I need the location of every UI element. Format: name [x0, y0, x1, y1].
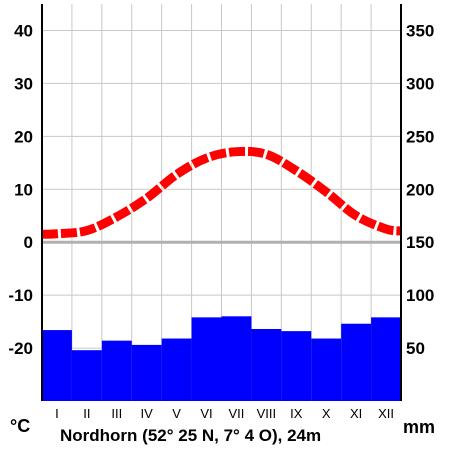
- precipitation-bar: [311, 338, 342, 401]
- precipitation-tick-label: 100: [406, 286, 434, 305]
- month-label: IV: [141, 406, 154, 421]
- month-label: IX: [290, 406, 303, 421]
- month-label: I: [55, 406, 59, 421]
- precipitation-bar: [191, 317, 222, 401]
- station-label: Nordhorn (52° 25 N, 7° 4 O), 24m: [60, 426, 321, 445]
- month-label: VI: [200, 406, 212, 421]
- precipitation-bar: [281, 331, 312, 401]
- month-label: XII: [378, 406, 394, 421]
- month-label: X: [322, 406, 331, 421]
- precipitation-bar: [341, 323, 372, 401]
- month-label: III: [111, 406, 122, 421]
- temperature-tick-label: -10: [8, 286, 33, 305]
- precipitation-bar: [101, 340, 132, 401]
- precipitation-bar: [71, 350, 102, 401]
- precipitation-tick-label: 250: [406, 127, 434, 146]
- precipitation-tick-label: 350: [406, 21, 434, 40]
- temperature-tick-labels: 40 30 20 10 0 -10 -20: [8, 21, 33, 358]
- temperature-tick-label: -20: [8, 339, 33, 358]
- temperature-tick-label: 40: [14, 21, 33, 40]
- precipitation-bar: [371, 317, 401, 401]
- month-label: VIII: [257, 406, 277, 421]
- temperature-line: [41, 146, 402, 239]
- month-tick-labels: I II III IV V VI VII VIII IX X XI XII: [55, 406, 394, 421]
- precipitation-tick-label: 50: [406, 339, 425, 358]
- precipitation-unit-label: mm: [403, 417, 435, 437]
- month-label: II: [83, 406, 90, 421]
- precipitation-bar: [42, 330, 72, 401]
- precipitation-bar: [251, 329, 282, 401]
- temperature-tick-label: 20: [14, 127, 33, 146]
- temperature-unit-label: °C: [10, 416, 30, 436]
- precipitation-bar: [131, 344, 162, 401]
- temperature-tick-label: 30: [14, 74, 33, 93]
- precipitation-tick-label: 200: [406, 180, 434, 199]
- precipitation-bar: [161, 338, 192, 401]
- month-label: V: [172, 406, 181, 421]
- precipitation-bars: [42, 316, 401, 401]
- temperature-tick-label: 10: [14, 180, 33, 199]
- precipitation-tick-label: 150: [406, 233, 434, 252]
- precipitation-bar: [221, 316, 252, 401]
- month-label: XI: [350, 406, 362, 421]
- precipitation-tick-labels: 350 300 250 200 150 100 50: [406, 21, 434, 358]
- month-label: VII: [229, 406, 245, 421]
- temperature-tick-label: 0: [24, 233, 33, 252]
- precipitation-tick-label: 300: [406, 74, 434, 93]
